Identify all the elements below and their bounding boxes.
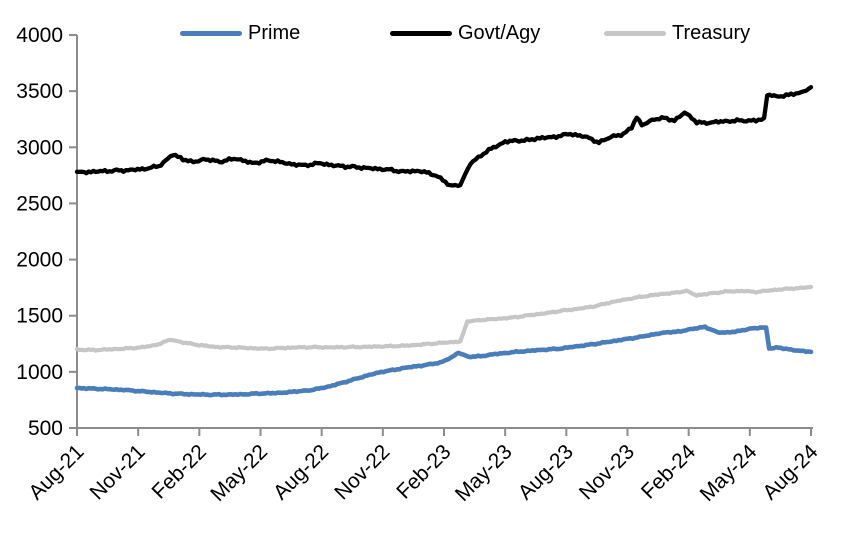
- y-tick-label: 3000: [16, 136, 63, 159]
- x-tick-label: May-22: [206, 440, 272, 506]
- y-tick-label: 4000: [16, 24, 63, 47]
- y-tick-label: 2500: [16, 192, 63, 215]
- legend-swatch-prime: [180, 30, 242, 36]
- y-tick-label: 1500: [16, 305, 63, 328]
- y-tick-label: 2000: [16, 249, 63, 272]
- x-tick-label: Nov-23: [575, 440, 639, 504]
- y-tick-label: 3500: [16, 80, 63, 103]
- x-tick-label: Aug-24: [758, 440, 822, 504]
- series-line-prime: [74, 324, 814, 398]
- x-tick-label: May-23: [451, 440, 517, 506]
- x-tick-label: Aug-22: [269, 440, 333, 504]
- x-tick-label: Feb-24: [637, 440, 701, 504]
- legend-label-treasury: Treasury: [672, 22, 751, 44]
- series-line-govt-agy: [74, 85, 814, 189]
- x-tick-label: Feb-22: [148, 440, 211, 503]
- legend-label-govt-agy: Govt/Agy: [458, 22, 541, 44]
- y-tick-label: 1000: [16, 361, 63, 384]
- x-tick-label: Aug-23: [514, 440, 578, 504]
- legend-label-prime: Prime: [248, 22, 301, 44]
- x-tick-label: Feb-23: [392, 440, 455, 503]
- x-tick-label: Nov-22: [330, 440, 394, 504]
- x-tick-label: Aug-21: [24, 440, 88, 504]
- x-tick-label: Nov-21: [86, 440, 150, 504]
- legend-swatch-treasury: [604, 30, 666, 36]
- legend-item-treasury: Treasury: [604, 22, 750, 44]
- series-line-treasury: [74, 284, 814, 353]
- legend-item-govt-agy: Govt/Agy: [390, 22, 540, 44]
- x-tick-label: May-24: [696, 440, 762, 506]
- legend-swatch-govt-agy: [390, 30, 452, 36]
- y-tick-label: 500: [28, 417, 63, 440]
- legend-item-prime: Prime: [180, 22, 300, 44]
